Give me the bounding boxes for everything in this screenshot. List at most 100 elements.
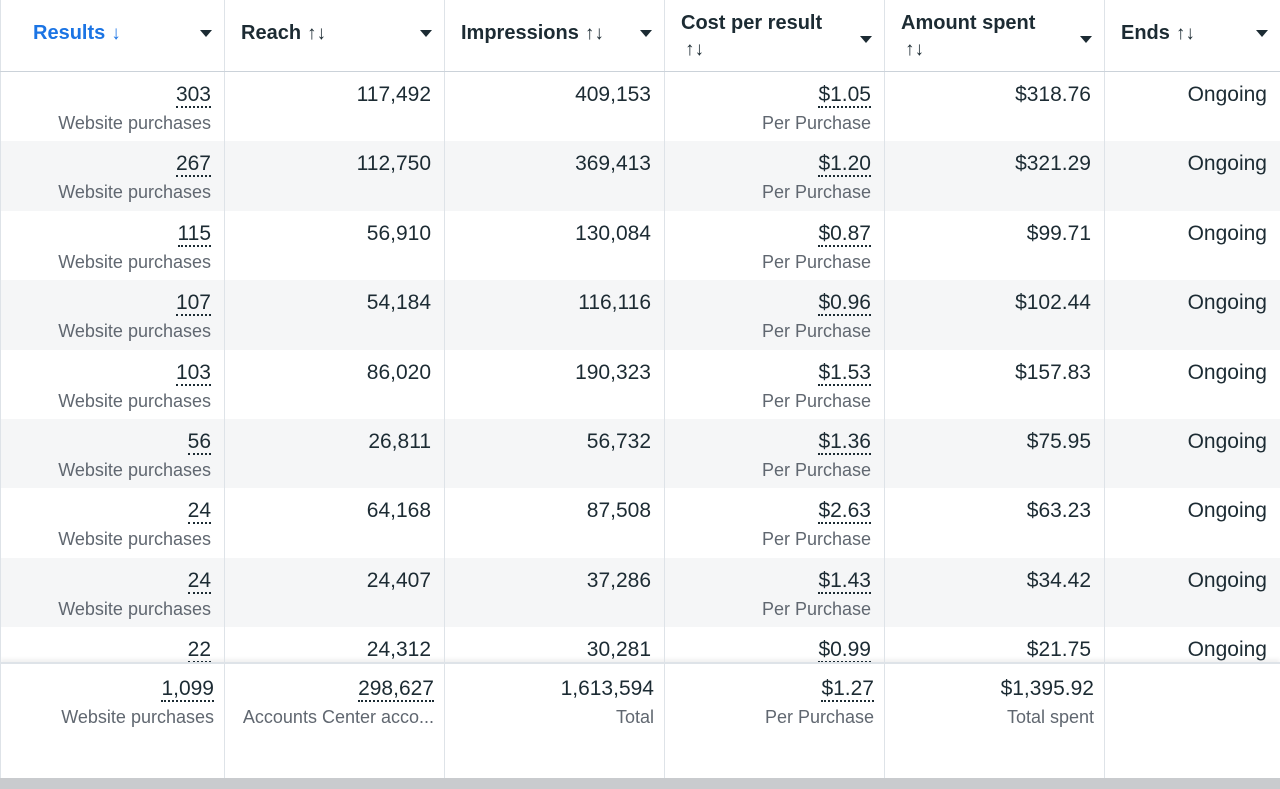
impressions-value: 87,508: [586, 499, 651, 523]
column-header-amount-spent[interactable]: Amount spent ↑↓: [885, 0, 1105, 71]
results-type: Website purchases: [58, 113, 211, 133]
total-results-value[interactable]: 1,099: [161, 677, 214, 702]
impressions-cell: 130,084: [445, 210, 665, 281]
reach-cell: 54,184: [225, 280, 445, 350]
column-header-label[interactable]: Cost per result ↑↓: [681, 10, 874, 63]
column-header-impressions[interactable]: Impressions ↑↓: [445, 0, 665, 71]
cost-cell: $0.87 Per Purchase: [665, 210, 885, 281]
results-cell: 24 Website purchases: [0, 488, 225, 558]
table-row: 267 Website purchases 112,750 369,413 $1.…: [0, 141, 1280, 211]
ends-value: Ongoing: [1187, 499, 1267, 523]
chevron-down-icon[interactable]: [420, 30, 432, 37]
sort-icon[interactable]: ↑↓: [905, 39, 924, 60]
impressions-value: 56,732: [586, 429, 651, 453]
sort-icon[interactable]: ↑↓: [307, 23, 327, 44]
sort-desc-icon[interactable]: ↓: [111, 23, 121, 44]
chevron-down-icon[interactable]: [1080, 36, 1092, 43]
cost-value[interactable]: $0.87: [818, 221, 871, 247]
results-value[interactable]: 24: [187, 568, 211, 594]
results-value[interactable]: 107: [175, 291, 211, 317]
horizontal-scrollbar[interactable]: [0, 778, 1280, 789]
column-header-results[interactable]: Results ↓: [0, 0, 225, 71]
column-header-label[interactable]: Impressions ↑↓: [461, 20, 654, 47]
results-value[interactable]: 24: [187, 499, 211, 525]
cost-unit: Per Purchase: [761, 390, 871, 411]
cost-value[interactable]: $1.20: [818, 152, 871, 178]
results-cell: 103 Website purchases: [0, 349, 225, 419]
column-header-reach[interactable]: Reach ↑↓: [225, 0, 445, 71]
impressions-cell: 30,281: [445, 627, 665, 662]
impressions-cell: 56,732: [445, 418, 665, 489]
cost-cell: $1.36 Per Purchase: [665, 418, 885, 489]
reach-cell: 56,910: [225, 210, 445, 281]
reach-value: 24,407: [366, 568, 431, 592]
impressions-value: 190,323: [575, 360, 651, 384]
cost-cell: $0.96 Per Purchase: [665, 280, 885, 350]
table-totals-row: 1,099 Website purchases 298,627 Accounts C…: [0, 662, 1280, 778]
spent-cell: $34.42: [885, 557, 1105, 628]
reach-value: 54,184: [366, 291, 431, 315]
total-spent-cell: $1,395.92 Total spent: [885, 664, 1105, 778]
chevron-down-icon[interactable]: [200, 30, 212, 37]
reach-value: 112,750: [356, 152, 431, 176]
column-header-label[interactable]: Amount spent ↑↓: [901, 10, 1094, 63]
table-row: 24 Website purchases 24,407 37,286 $1.43 P…: [0, 557, 1280, 628]
cost-cell: $1.43 Per Purchase: [665, 557, 885, 628]
sort-icon[interactable]: ↑↓: [584, 23, 604, 44]
column-header-label[interactable]: Ends ↑↓: [1121, 20, 1270, 47]
chevron-down-icon[interactable]: [860, 36, 872, 43]
results-value[interactable]: 267: [175, 152, 211, 178]
cost-value[interactable]: $1.05: [818, 83, 871, 108]
chevron-down-icon[interactable]: [1256, 30, 1268, 37]
total-reach-value[interactable]: 298,627: [358, 677, 434, 702]
impressions-value: 130,084: [575, 221, 651, 245]
cost-value[interactable]: $1.43: [818, 568, 871, 594]
results-cell: 107 Website purchases: [0, 280, 225, 350]
results-cell: 303 Website purchases: [0, 72, 225, 142]
impressions-cell: 190,323: [445, 349, 665, 419]
sort-icon[interactable]: ↑↓: [685, 39, 704, 60]
column-header-ends[interactable]: Ends ↑↓: [1105, 0, 1280, 71]
ends-cell: Ongoing: [1105, 280, 1280, 349]
table-row: 103 Website purchases 86,020 190,323 $1.5…: [0, 349, 1280, 419]
spent-cell: $157.83: [885, 349, 1105, 419]
reach-cell: 112,750: [225, 141, 445, 211]
total-reach-cell: 298,627 Accounts Center acco...: [225, 664, 445, 778]
table-row: 24 Website purchases 64,168 87,508 $2.63 P…: [0, 488, 1280, 558]
spent-cell: $102.44: [885, 280, 1105, 350]
results-value[interactable]: 103: [175, 360, 211, 386]
column-header-label[interactable]: Reach ↑↓: [241, 20, 434, 47]
cost-cell: $1.53 Per Purchase: [665, 349, 885, 419]
results-cell: 267 Website purchases: [0, 141, 225, 211]
cost-value[interactable]: $2.63: [818, 499, 871, 525]
total-spent-label: Total spent: [1006, 707, 1094, 727]
results-value[interactable]: 56: [187, 429, 211, 455]
column-title: Results: [33, 22, 106, 44]
impressions-value: 409,153: [575, 83, 651, 106]
cost-value[interactable]: $1.36: [818, 429, 871, 455]
impressions-value: 30,281: [586, 638, 651, 662]
sort-icon[interactable]: ↑↓: [1175, 23, 1195, 44]
spent-value: $63.23: [1026, 499, 1091, 523]
spent-value: $318.76: [1015, 83, 1091, 106]
spent-value: $75.95: [1026, 429, 1091, 453]
total-cost-value[interactable]: $1.27: [821, 677, 874, 702]
cost-cell: $2.63 Per Purchase: [665, 488, 885, 558]
results-value[interactable]: 303: [175, 83, 211, 108]
results-value[interactable]: 22: [187, 638, 211, 662]
ends-value: Ongoing: [1187, 568, 1267, 592]
total-ends-cell: [1105, 664, 1280, 778]
cost-value[interactable]: $1.53: [818, 360, 871, 386]
column-header-cost-per-result[interactable]: Cost per result ↑↓: [665, 0, 885, 71]
cost-value[interactable]: $0.99: [818, 638, 871, 662]
column-header-label[interactable]: Results ↓: [33, 20, 214, 47]
results-type: Website purchases: [58, 529, 211, 550]
chevron-down-icon[interactable]: [640, 30, 652, 37]
total-impressions-label: Total: [615, 707, 654, 727]
total-results-type: Website purchases: [61, 707, 214, 727]
results-value[interactable]: 115: [177, 221, 211, 247]
cost-unit: Per Purchase: [761, 113, 871, 133]
ends-value: Ongoing: [1187, 429, 1267, 453]
cost-value[interactable]: $0.96: [818, 291, 871, 317]
spent-value: $21.75: [1026, 638, 1091, 662]
